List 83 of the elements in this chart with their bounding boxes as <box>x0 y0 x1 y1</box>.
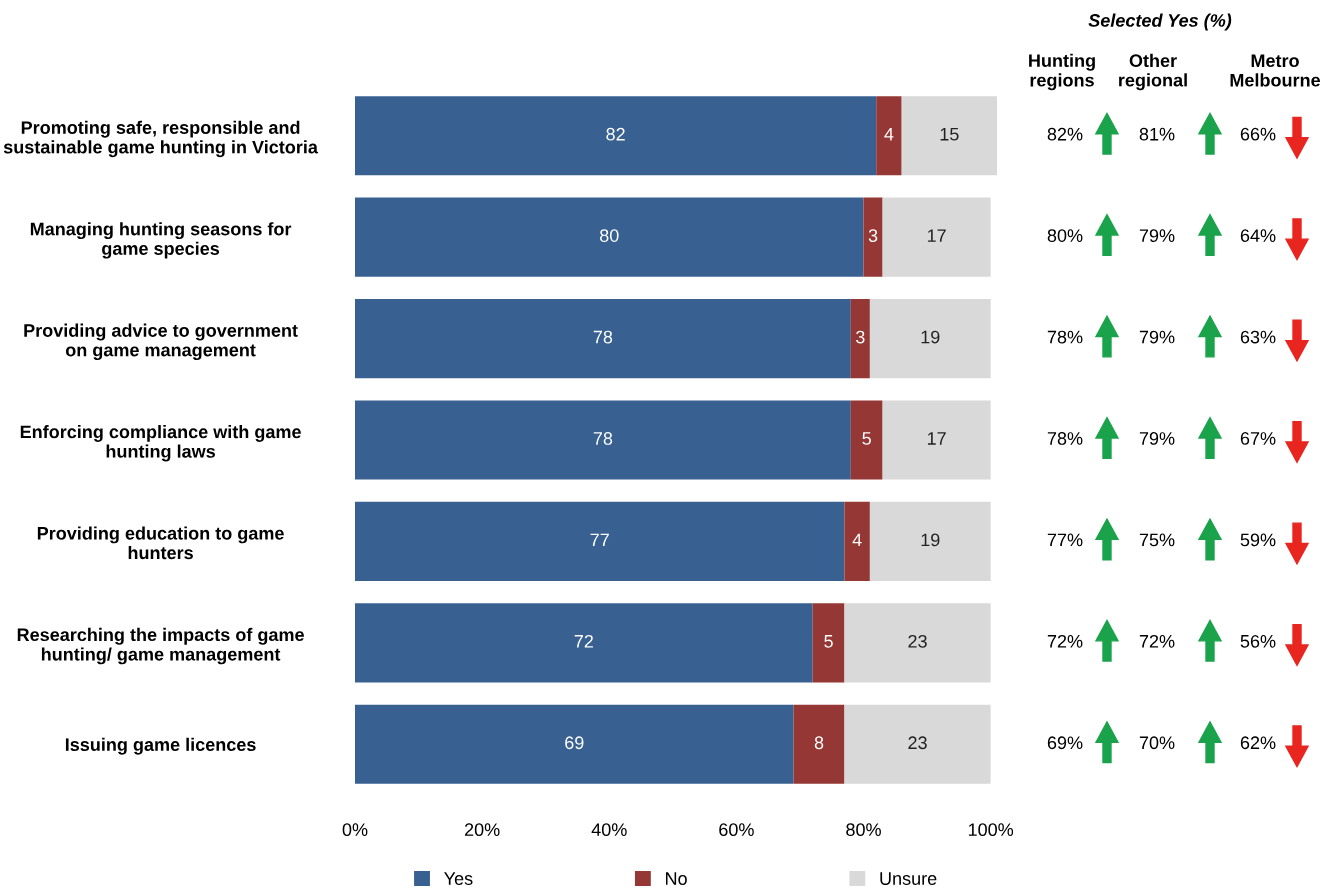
data-label: 5 <box>862 432 871 445</box>
bar <box>355 299 851 379</box>
legend-label: No <box>666 872 687 885</box>
text: 82% <box>1047 127 1083 141</box>
bar <box>863 197 883 277</box>
text: 75% <box>1139 533 1175 547</box>
y-tick-label: Providing advice to government on game management <box>24 323 298 361</box>
data-label: 17 <box>927 432 946 445</box>
data-label: 23 <box>908 634 927 648</box>
text: 79% <box>1139 432 1175 445</box>
bar <box>355 197 864 277</box>
data-label: 78 <box>593 432 613 445</box>
data-label: 17 <box>927 229 946 242</box>
data-label: 82 <box>606 127 625 141</box>
data-label: 3 <box>868 229 878 242</box>
text: 79% <box>1139 229 1175 242</box>
text: 59% <box>1240 533 1276 547</box>
bar <box>355 400 851 480</box>
text: 72% <box>1047 634 1083 648</box>
data-label: 4 <box>852 533 862 547</box>
data-label: 19 <box>921 330 940 344</box>
bar <box>869 299 991 379</box>
text: 79% <box>1139 330 1175 344</box>
text: 80% <box>1047 229 1083 242</box>
bar <box>869 501 991 581</box>
text: 77% <box>1047 533 1083 547</box>
data-label: 4 <box>884 127 894 141</box>
text: Other regional <box>1119 53 1187 91</box>
data-label: 78 <box>593 330 613 344</box>
text: 70% <box>1139 736 1175 750</box>
y-tick-label: Enforcing compliance with game hunting laws <box>20 425 301 462</box>
text: 78% <box>1047 330 1083 344</box>
bar <box>355 704 794 784</box>
data-label: 19 <box>921 533 940 547</box>
x-tick-label: 80% <box>846 823 881 837</box>
text: 78% <box>1047 432 1083 445</box>
bar <box>355 603 813 683</box>
legend-label: Unsure <box>880 872 937 885</box>
text: 69% <box>1047 736 1083 750</box>
text: 67% <box>1240 432 1276 445</box>
text: Selected Yes (%) <box>1088 13 1232 31</box>
bar <box>355 96 877 176</box>
bar <box>355 501 845 581</box>
y-tick-label: Promoting safe, responsible and sustainable game hunting in Victoria <box>3 120 319 158</box>
text: Metro Melbourne <box>1230 54 1321 87</box>
text: 56% <box>1240 634 1276 648</box>
text: 62% <box>1240 736 1276 750</box>
x-tick-label: 60% <box>719 823 754 837</box>
text: 64% <box>1240 229 1276 242</box>
text: 66% <box>1240 127 1276 141</box>
data-label: 69 <box>565 736 584 750</box>
bar <box>850 299 870 379</box>
bar <box>876 96 902 176</box>
y-tick-label: Issuing game licences <box>65 737 256 755</box>
bar <box>844 603 991 683</box>
bar <box>793 704 845 784</box>
data-label: 77 <box>590 533 609 547</box>
data-label: 3 <box>856 330 865 344</box>
data-label: 80 <box>600 229 619 242</box>
text: Hunting regions <box>1029 53 1095 91</box>
bar <box>844 501 870 581</box>
x-tick-label: 40% <box>591 823 627 837</box>
text: 72% <box>1139 634 1175 648</box>
data-label: 5 <box>824 635 833 648</box>
legend-label: Yes <box>444 872 473 885</box>
data-label: 8 <box>814 736 824 750</box>
bar <box>844 704 991 784</box>
bar <box>901 96 997 176</box>
text: 81% <box>1139 127 1175 141</box>
y-tick-label: Managing hunting seasons for game species <box>30 222 292 259</box>
text: 63% <box>1240 330 1276 344</box>
data-label: 72 <box>574 634 593 648</box>
x-tick-label: 20% <box>464 823 500 837</box>
y-tick-label: Providing education to game hunters <box>37 526 284 560</box>
bar <box>882 197 991 277</box>
x-tick-label: 100% <box>968 823 1014 837</box>
bar <box>882 400 991 480</box>
y-tick-label: Researching the impacts of game hunting/ game management <box>17 627 304 665</box>
bar <box>850 400 883 480</box>
bar <box>812 603 845 683</box>
data-label: 23 <box>908 736 927 750</box>
x-tick-label: 0% <box>342 823 368 837</box>
data-label: 15 <box>940 127 959 141</box>
